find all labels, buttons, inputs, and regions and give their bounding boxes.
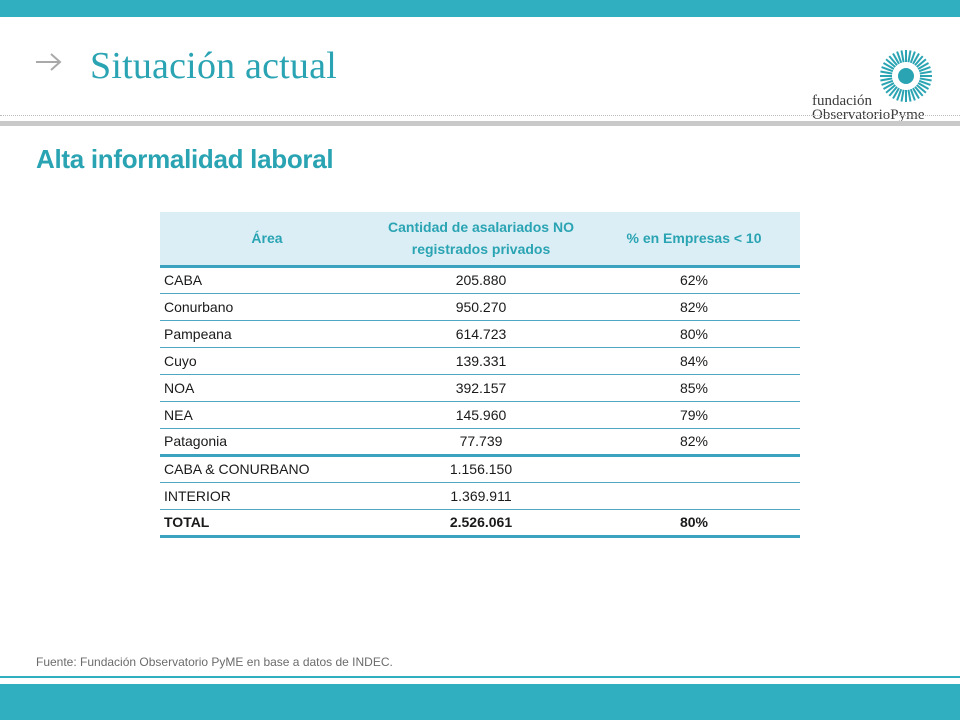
table-row: CABA 205.880 62%	[160, 266, 800, 294]
logo-ray	[882, 82, 895, 90]
logo-ray	[885, 58, 896, 68]
cell-pct: 85%	[588, 374, 800, 402]
header-pct: % en Empresas < 10	[588, 212, 800, 268]
logo-ray	[888, 55, 898, 66]
cell-cantidad: 950.270	[374, 293, 588, 321]
cell-cantidad: 1.156.150	[374, 455, 588, 483]
logo-ray	[909, 51, 916, 64]
cell-pct	[588, 455, 800, 483]
bottom-accent-line	[0, 676, 960, 678]
table-row: Cuyo 139.331 84%	[160, 347, 800, 375]
cell-pct: 79%	[588, 401, 800, 429]
logo-ray	[892, 87, 900, 100]
cell-pct	[588, 482, 800, 510]
logo-ray	[880, 70, 893, 75]
logo-ray	[916, 58, 927, 68]
top-accent-bar	[0, 0, 960, 17]
logo-ray	[917, 62, 930, 70]
top-accent-line	[0, 17, 960, 20]
logo-ray	[919, 70, 932, 75]
logo-ray	[896, 88, 903, 101]
logo-ray	[892, 52, 900, 65]
source-note: Fuente: Fundación Observatorio PyME en b…	[36, 655, 393, 669]
logo-ray	[909, 88, 916, 101]
cell-cantidad: 2.526.061	[374, 509, 588, 538]
logo-ray	[919, 77, 932, 82]
logo-ray	[888, 86, 898, 97]
logo-ray	[907, 89, 912, 102]
logo-ray	[885, 84, 896, 94]
header-gray-band	[0, 121, 960, 126]
cell-pct: 82%	[588, 293, 800, 321]
logo-ray	[918, 66, 931, 73]
cell-area: INTERIOR	[160, 482, 374, 510]
bottom-accent-bar	[0, 684, 960, 720]
logo-ray	[917, 82, 930, 90]
cell-pct: 62%	[588, 266, 800, 294]
arrow-right-icon	[36, 53, 62, 71]
header-cantidad: Cantidad de asalariados NO registrados p…	[374, 212, 588, 268]
table-row: Pampeana 614.723 80%	[160, 320, 800, 348]
logo-ray	[896, 51, 903, 64]
header-divider	[0, 115, 960, 116]
logo-ray	[918, 79, 931, 86]
header-area: Área	[160, 212, 374, 268]
logo-ray	[900, 50, 905, 63]
observatorio-logo-icon	[880, 50, 932, 102]
table-row: NEA 145.960 79%	[160, 401, 800, 429]
cell-pct: 80%	[588, 320, 800, 348]
cell-cantidad: 1.369.911	[374, 482, 588, 510]
table-row: INTERIOR 1.369.911	[160, 482, 800, 510]
cell-area: Patagonia	[160, 428, 374, 457]
logo-ray	[916, 84, 927, 94]
cell-pct: 84%	[588, 347, 800, 375]
table-row: CABA & CONURBANO 1.156.150	[160, 455, 800, 483]
logo-ray	[880, 77, 893, 82]
cell-cantidad: 145.960	[374, 401, 588, 429]
logo-ray	[881, 79, 894, 86]
logo-ray	[914, 86, 924, 97]
cell-area: CABA	[160, 266, 374, 294]
logo-ray	[900, 89, 905, 102]
cell-pct: 80%	[588, 509, 800, 538]
cell-cantidad: 139.331	[374, 347, 588, 375]
cell-cantidad: 77.739	[374, 428, 588, 457]
slide-header: Situación actual fundación ObservatorioP…	[0, 20, 960, 123]
cell-cantidad: 392.157	[374, 374, 588, 402]
logo-ray	[914, 55, 924, 66]
table-row: NOA 392.157 85%	[160, 374, 800, 402]
slide-subtitle: Alta informalidad laboral	[36, 144, 334, 174]
cell-area: Pampeana	[160, 320, 374, 348]
table-row: Patagonia 77.739 82%	[160, 428, 800, 457]
cell-area: Cuyo	[160, 347, 374, 375]
table-row: Conurbano 950.270 82%	[160, 293, 800, 321]
logo-ray	[912, 87, 920, 100]
cell-area: TOTAL	[160, 509, 374, 538]
logo-ray	[907, 50, 912, 63]
table-row: TOTAL 2.526.061 80%	[160, 509, 800, 538]
cell-area: NOA	[160, 374, 374, 402]
logo-ray	[881, 66, 894, 73]
logo-ray	[882, 62, 895, 70]
cell-area: Conurbano	[160, 293, 374, 321]
cell-cantidad: 205.880	[374, 266, 588, 294]
cell-area: NEA	[160, 401, 374, 429]
logo-line-1: fundación	[812, 93, 872, 109]
cell-area: CABA & CONURBANO	[160, 455, 374, 483]
table-header-row: Área Cantidad de asalariados NO registra…	[160, 212, 800, 268]
informality-table: Área Cantidad de asalariados NO registra…	[160, 212, 800, 538]
cell-pct: 82%	[588, 428, 800, 457]
cell-cantidad: 614.723	[374, 320, 588, 348]
logo-ray	[912, 52, 920, 65]
logo-wordmark: fundación ObservatorioPyme	[812, 93, 924, 123]
slide-title: Situación actual	[90, 45, 337, 87]
